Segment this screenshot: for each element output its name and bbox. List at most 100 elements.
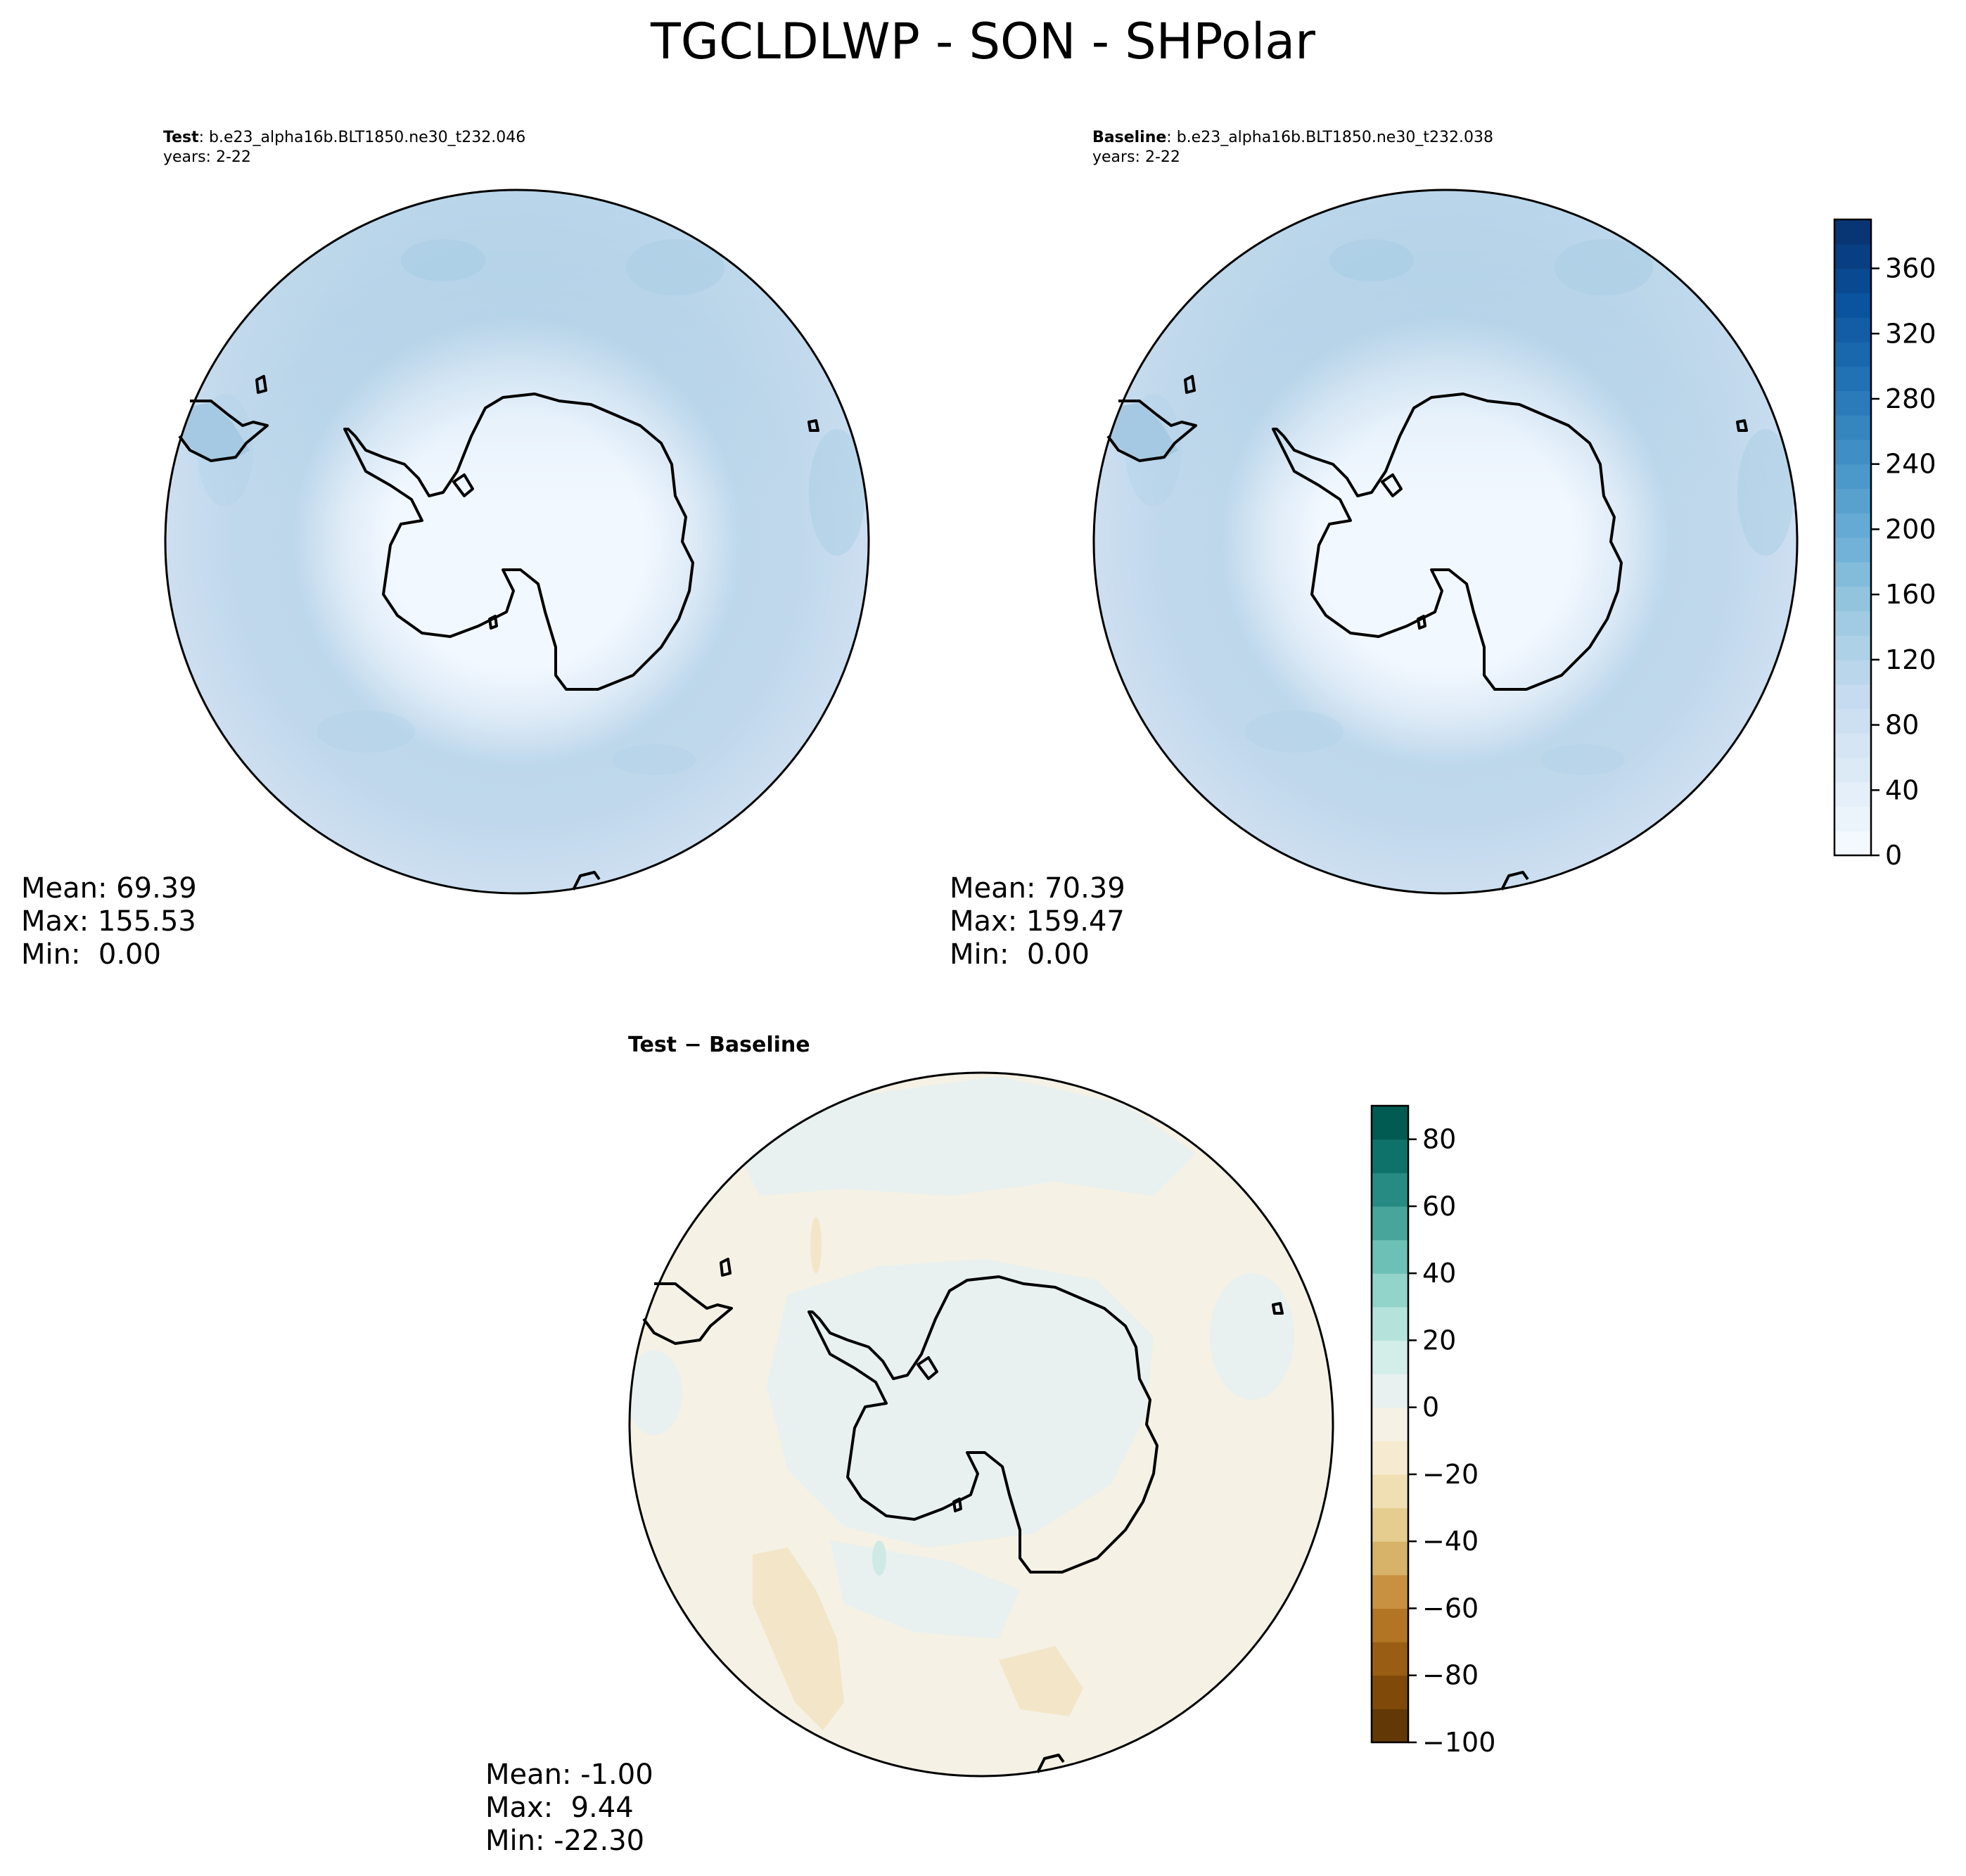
test-map (164, 189, 870, 895)
colorbar-band (1834, 781, 1871, 808)
colorbar-band (1834, 757, 1871, 783)
colorbar-tick-label: 280 (1885, 383, 1936, 414)
colorbar-tick-label: −100 (1422, 1727, 1495, 1758)
colorbar-band (1372, 1709, 1408, 1743)
colorbar-band (1834, 831, 1871, 856)
test-label: Test (163, 129, 199, 146)
colorbar-band (1372, 1441, 1408, 1475)
colorbar-tick-label: 0 (1885, 840, 1902, 871)
colorbar-tick-label: 60 (1422, 1191, 1456, 1222)
colorbar-tick-label: 40 (1885, 774, 1919, 805)
colorbar-tick-label: −60 (1422, 1593, 1479, 1623)
colorbar-band (1372, 1608, 1408, 1642)
baseline-patch (1245, 710, 1343, 753)
colorbar-tick-label: 120 (1885, 644, 1936, 675)
colorbar-outline (1370, 1104, 1410, 1744)
colorbar-band (1834, 488, 1871, 513)
test-case: : b.e23_alpha16b.BLT1850.ne30_t232.046 (198, 129, 526, 146)
colorbar-tick-label: 160 (1885, 579, 1936, 610)
diff-positive-region (767, 1259, 1154, 1548)
test-min: Min: 0.00 (21, 938, 161, 971)
test-patch (317, 710, 415, 753)
diff-positive-region (1210, 1273, 1294, 1400)
diff-max: Max: 9.44 (485, 1792, 634, 1824)
blues-colorbar: 0 40 80 120 160 200 240 280 320 360 (1833, 218, 1936, 871)
colorbar-band (1372, 1474, 1408, 1509)
baseline-map-boundary (1092, 189, 1799, 895)
colorbar-tick-label: 80 (1422, 1124, 1456, 1155)
colorbar-band (1834, 513, 1871, 538)
colorbar-band (1372, 1574, 1408, 1609)
colorbar-band (1834, 317, 1871, 343)
colorbar-tick-label: 360 (1885, 253, 1936, 284)
diff-map (628, 1071, 1334, 1778)
diff-positive-patch (872, 1540, 886, 1576)
colorbar-band (1834, 708, 1871, 734)
baseline-coastline (1106, 375, 1748, 891)
test-north-band (165, 190, 869, 893)
test-years: years: 2-22 (163, 148, 251, 166)
colorbar-band (1834, 243, 1871, 269)
colorbar-band (1372, 1642, 1408, 1676)
colorbar-band (1834, 439, 1871, 465)
colorbar-band (1834, 219, 1871, 245)
colorbar-band (1372, 1507, 1408, 1542)
diff-mean: Mean: -1.00 (485, 1759, 653, 1791)
colorbar-tick-label: 0 (1422, 1392, 1439, 1423)
colorbar-band (1834, 733, 1871, 758)
colorbar-band (1834, 341, 1871, 367)
test-mean: Mean: 69.39 (21, 872, 197, 905)
colorbar-band (1372, 1407, 1408, 1441)
baseline-patch (1108, 402, 1178, 461)
colorbar-band (1834, 806, 1871, 831)
diff-map-boundary (628, 1071, 1334, 1778)
colorbar-band (1834, 415, 1871, 440)
baseline-max: Max: 159.47 (950, 905, 1125, 938)
colorbar-band (1834, 537, 1871, 563)
colorbar-band (1834, 586, 1871, 611)
colorbar-band (1372, 1139, 1408, 1173)
colorbar-outline (1833, 218, 1872, 857)
colorbar-band (1372, 1675, 1408, 1709)
baseline-panel-title: Baseline: b.e23_alpha16b.BLT1850.ne30_t2… (1092, 128, 1493, 167)
test-coastline (178, 375, 819, 891)
baseline-min: Min: 0.00 (950, 938, 1090, 971)
colorbar-tick-label: 200 (1885, 513, 1936, 544)
figure-title: TGCLDLWP - SON - SHPolar (651, 13, 1315, 70)
colorbar-tick-label: 40 (1422, 1258, 1456, 1289)
test-stats: Mean: 69.39 Max: 155.53 Min: 0.00 (21, 872, 197, 971)
colorbar-band (1834, 464, 1871, 490)
baseline-map (1092, 189, 1799, 895)
baseline-stats: Mean: 70.39 Max: 159.47 Min: 0.00 (950, 872, 1125, 971)
colorbar-tick-label: −40 (1422, 1526, 1479, 1557)
colorbar-tick-label: 20 (1422, 1325, 1456, 1355)
baseline-mean: Mean: 70.39 (950, 872, 1125, 905)
colorbar-band (1372, 1340, 1408, 1374)
colorbar-band (1372, 1173, 1408, 1207)
colorbar-band (1834, 366, 1871, 391)
baseline-north-band (1094, 190, 1797, 893)
colorbar-band (1834, 611, 1871, 636)
baseline-label: Baseline (1092, 129, 1167, 146)
colorbar-band (1834, 659, 1871, 685)
colorbar-band (1834, 293, 1871, 318)
colorbar-band (1834, 635, 1871, 661)
diff-panel-title: Test − Baseline (628, 1033, 810, 1057)
test-map-boundary (164, 189, 870, 895)
diff-negative-region (999, 1646, 1083, 1716)
colorbar-tick-label: 240 (1885, 449, 1936, 480)
baseline-case: : b.e23_alpha16b.BLT1850.ne30_t232.038 (1166, 129, 1493, 146)
diff-min: Min: -22.30 (485, 1825, 645, 1857)
diff-positive-region (630, 1351, 682, 1435)
colorbar-band (1834, 390, 1871, 416)
test-patch (809, 429, 865, 556)
baseline-patch (1540, 744, 1625, 775)
colorbar-tick-label: 80 (1885, 710, 1919, 741)
diff-coastline (642, 1258, 1284, 1773)
colorbar-band (1372, 1306, 1408, 1341)
test-patch (626, 239, 725, 295)
diff-stats: Mean: -1.00 Max: 9.44 Min: -22.30 (485, 1759, 653, 1858)
baseline-patch (1329, 239, 1414, 281)
diff-positive-region (732, 1076, 1196, 1196)
